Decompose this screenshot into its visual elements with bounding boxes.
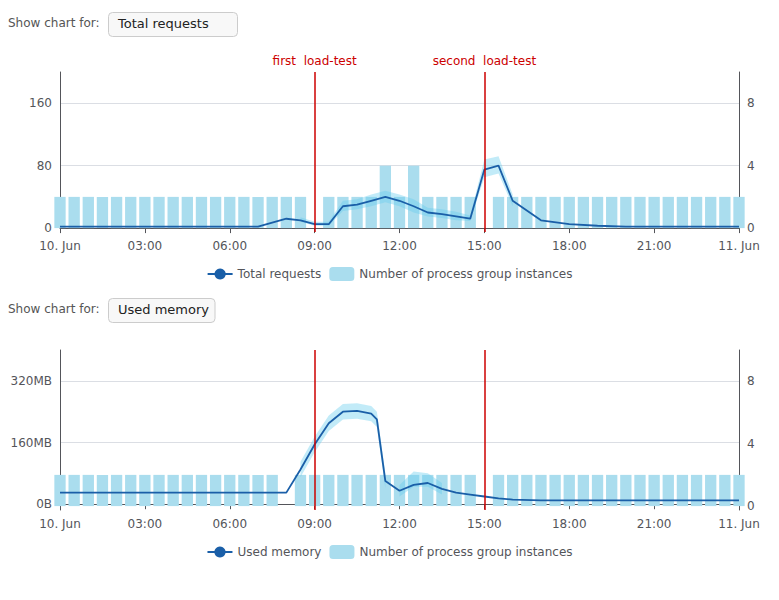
svg-text:Used memory: Used memory [237,545,321,559]
svg-text:Show chart for:: Show chart for: [8,302,100,316]
svg-text:80: 80 [37,159,52,173]
svg-text:Number of process group instan: Number of process group instances [359,545,572,559]
svg-text:Show chart for:: Show chart for: [8,16,100,30]
svg-text:4: 4 [747,159,755,173]
svg-text:06:00: 06:00 [212,517,247,531]
svg-text:15:00: 15:00 [467,517,502,531]
svg-text:Used memory: Used memory [118,302,209,317]
svg-text:first load-test: first load-test [273,54,357,68]
svg-text:320MB: 320MB [11,374,53,388]
svg-text:0: 0 [44,221,52,235]
svg-text:8: 8 [747,374,755,388]
svg-text:second load-test: second load-test [433,54,537,68]
svg-text:21:00: 21:00 [637,517,672,531]
svg-text:12:00: 12:00 [382,239,417,253]
svg-text:11. Jun: 11. Jun [718,517,760,531]
svg-text:0B: 0B [36,497,52,511]
svg-text:160MB: 160MB [11,436,53,450]
svg-text:18:00: 18:00 [552,239,587,253]
svg-text:15:00: 15:00 [467,239,502,253]
svg-text:21:00: 21:00 [637,239,672,253]
svg-text:18:00: 18:00 [552,517,587,531]
svg-text:Number of process group instan: Number of process group instances [359,267,572,281]
svg-text:160: 160 [29,96,52,110]
svg-text:09:00: 09:00 [297,517,332,531]
svg-text:12:00: 12:00 [382,517,417,531]
svg-text:03:00: 03:00 [128,517,163,531]
svg-text:Total requests: Total requests [237,267,322,281]
svg-text:Total requests: Total requests [117,16,209,31]
svg-text:06:00: 06:00 [212,239,247,253]
svg-text:09:00: 09:00 [297,239,332,253]
svg-text:03:00: 03:00 [128,239,163,253]
svg-text:11. Jun: 11. Jun [718,239,760,253]
svg-text:10. Jun: 10. Jun [39,517,81,531]
svg-text:4: 4 [747,437,755,451]
svg-text:0: 0 [747,499,755,513]
svg-text:0: 0 [747,221,755,235]
svg-text:10. Jun: 10. Jun [39,239,81,253]
svg-text:8: 8 [747,96,755,110]
